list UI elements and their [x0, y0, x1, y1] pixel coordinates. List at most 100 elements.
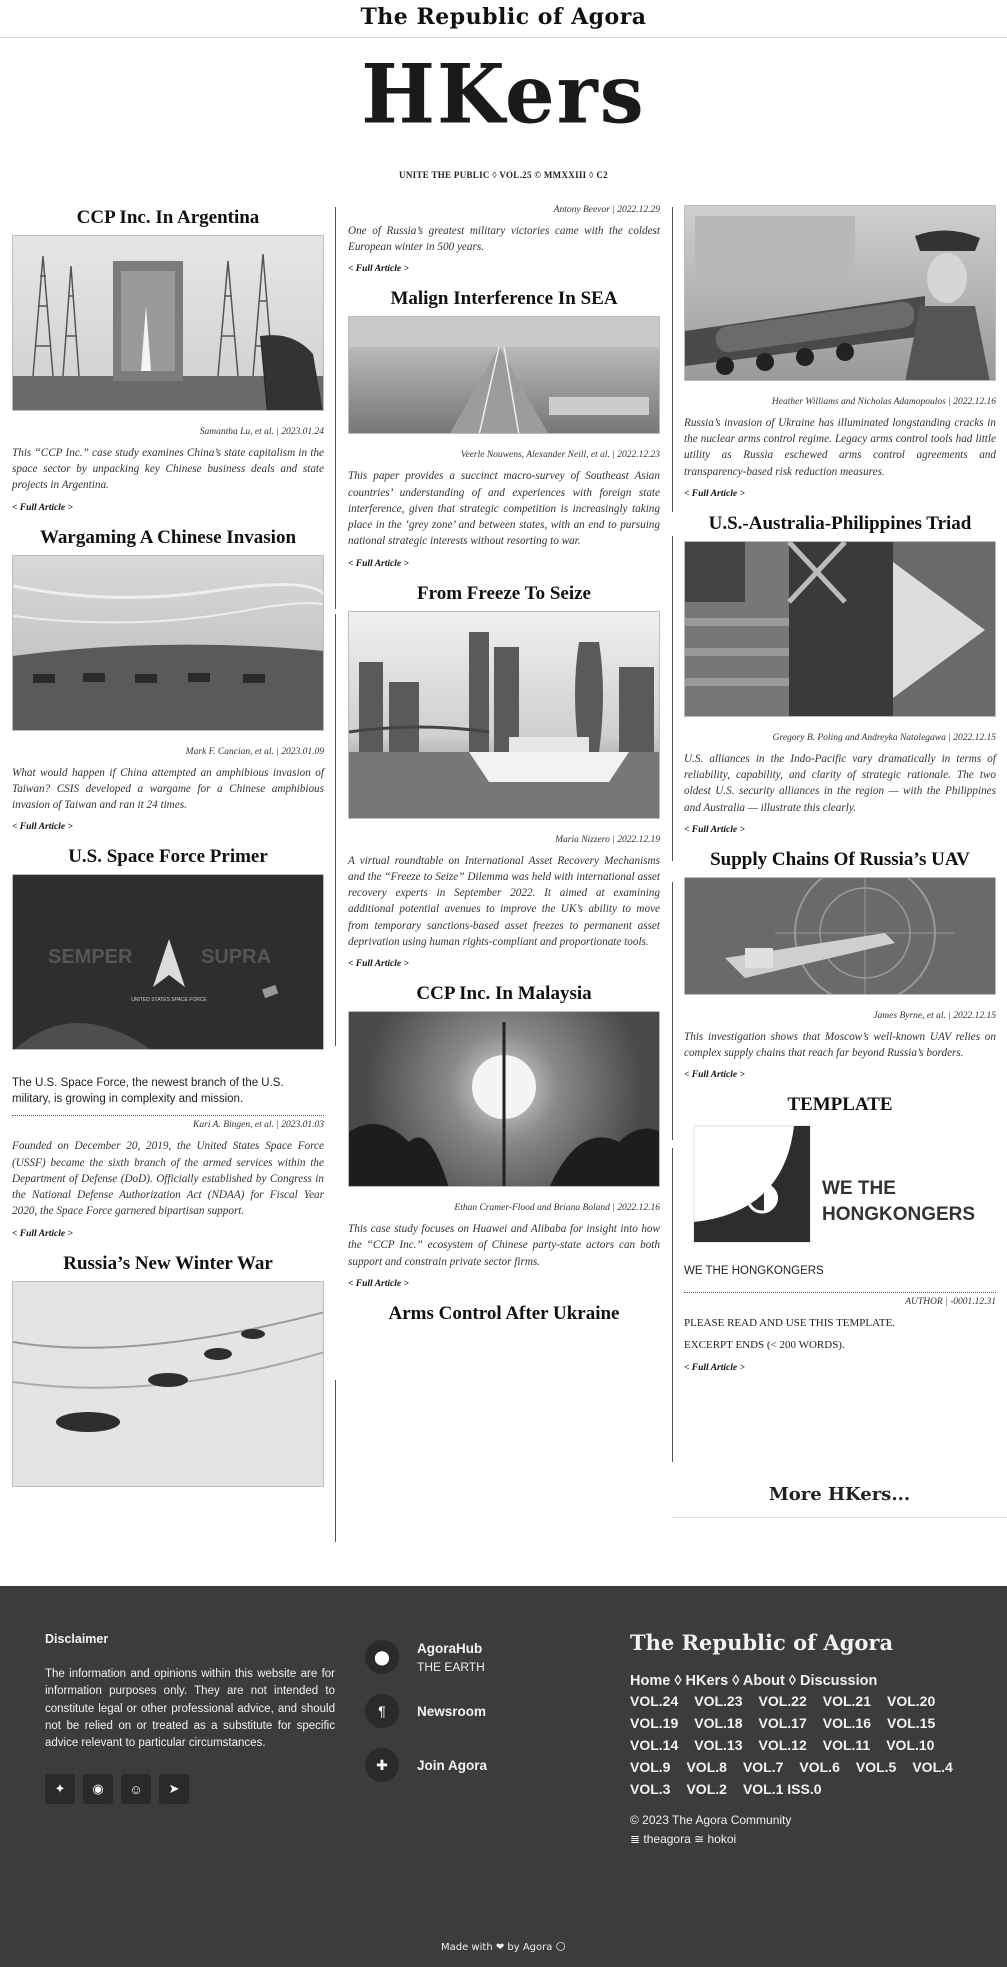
- telegram-icon[interactable]: ➤: [159, 1774, 189, 1805]
- article-byline: Heather Williams and Nicholas Adamopoulo…: [771, 397, 996, 407]
- article-card: Russia’s New Winter War: [12, 1253, 324, 1487]
- full-article-link[interactable]: < Full Article >: [12, 822, 73, 833]
- article-image[interactable]: [684, 205, 996, 381]
- top-bar: The Republic of Agora: [0, 0, 1007, 38]
- volume-link[interactable]: VOL.14: [630, 1737, 679, 1753]
- template-logo[interactable]: WE THE HONGKONGERS: [684, 1122, 996, 1246]
- article-image[interactable]: [684, 540, 996, 717]
- article-excerpt: Russia’s invasion of Ukraine has illumin…: [684, 417, 996, 478]
- article-excerpt: This “CCP Inc.” case study examines Chin…: [12, 447, 324, 492]
- volume-link[interactable]: VOL.18: [694, 1715, 743, 1731]
- column-rule: [672, 207, 673, 512]
- full-article-link[interactable]: < Full Article >: [348, 264, 409, 275]
- article-title[interactable]: Russia’s New Winter War: [63, 1252, 273, 1274]
- volume-link[interactable]: VOL.19: [630, 1715, 679, 1731]
- article-title[interactable]: U.S. Space Force Primer: [68, 846, 268, 868]
- article-title[interactable]: Wargaming A Chinese Invasion: [39, 526, 297, 548]
- agorahub-link[interactable]: ⬤ AgoraHub THE EARTH: [365, 1640, 605, 1674]
- article-image[interactable]: SEMPER SUPRA UNITED STATES SPACE FORCE: [12, 874, 324, 1051]
- full-article-link[interactable]: < Full Article >: [12, 502, 73, 513]
- volume-link[interactable]: VOL.4: [912, 1759, 953, 1775]
- article-image[interactable]: [348, 610, 660, 819]
- twitter-icon[interactable]: ✦: [45, 1774, 75, 1805]
- volume-link[interactable]: VOL.2: [686, 1781, 727, 1797]
- site-brand-link[interactable]: The Republic of Agora: [360, 4, 647, 30]
- volume-link[interactable]: VOL.13: [694, 1737, 743, 1753]
- volume-link[interactable]: VOL.23: [694, 1693, 743, 1709]
- article-byline: Veerle Nouwens, Alexander Neill, et al. …: [460, 450, 660, 461]
- full-article-link[interactable]: < Full Article >: [348, 959, 409, 970]
- template-logo-line2: HONGKONGERS: [822, 1204, 975, 1225]
- volume-link[interactable]: VOL.3: [630, 1781, 671, 1797]
- article-title[interactable]: CCP Inc. In Argentina: [76, 207, 260, 228]
- full-article-link[interactable]: < Full Article >: [348, 1278, 409, 1289]
- volume-link[interactable]: VOL.11: [822, 1737, 871, 1753]
- site-logo[interactable]: HKers: [361, 46, 646, 143]
- volume-link[interactable]: VOL.21: [822, 1693, 871, 1709]
- volume-link[interactable]: VOL.1 ISS.0: [742, 1781, 822, 1797]
- masthead: HKers UNITE THE PUBLIC ◊ VOL.25 © MMXXII…: [0, 46, 1007, 180]
- pilcrow-icon: ¶: [365, 1694, 399, 1728]
- article-image[interactable]: [12, 1280, 324, 1487]
- article-lead: The U.S. Space Force, the newest branch …: [12, 1077, 284, 1105]
- full-article-link[interactable]: < Full Article >: [348, 558, 409, 569]
- more-hkers-link[interactable]: More HKers...: [672, 1476, 1007, 1518]
- article-excerpt: A virtual roundtable on International As…: [348, 854, 660, 948]
- reddit-icon[interactable]: ☺: [121, 1774, 151, 1805]
- article-card: TEMPLATE WE THE HONGKONGERS WE THE HONGK…: [684, 1094, 996, 1373]
- join-agora-link[interactable]: ✚ Join Agora: [365, 1748, 605, 1782]
- footer-main-nav[interactable]: Home ◊ HKers ◊ About ◊ Discussion: [630, 1673, 878, 1689]
- footer-disclaimer: Disclaimer The information and opinions …: [45, 1632, 335, 1805]
- article-card: Supply Chains Of Russia’s UAV James Byrn…: [684, 849, 996, 1080]
- article-image[interactable]: [684, 876, 996, 995]
- article-title[interactable]: From Freeze To Seize: [417, 582, 591, 604]
- volume-link[interactable]: VOL.20: [887, 1693, 936, 1709]
- full-article-link[interactable]: < Full Article >: [684, 1362, 745, 1373]
- article-excerpt: Founded on December 20, 2019, the United…: [12, 1140, 324, 1218]
- article-title[interactable]: Malign Interference In SEA: [390, 288, 618, 310]
- volume-link[interactable]: VOL.15: [887, 1715, 936, 1731]
- full-article-link[interactable]: < Full Article >: [684, 1070, 745, 1081]
- full-article-link[interactable]: < Full Article >: [12, 1228, 73, 1239]
- volume-link[interactable]: VOL.8: [686, 1759, 727, 1775]
- puzzle-icon: ✚: [365, 1748, 399, 1782]
- article-image[interactable]: [12, 554, 324, 731]
- article-title[interactable]: CCP Inc. In Malaysia: [416, 983, 592, 1005]
- article-byline: Samantha Lu, et al. | 2023.01.24: [199, 427, 324, 437]
- volume-link[interactable]: VOL.5: [855, 1759, 897, 1775]
- volume-link[interactable]: VOL.12: [758, 1737, 807, 1753]
- article-title[interactable]: TEMPLATE: [787, 1094, 893, 1116]
- agorahub-title: AgoraHub: [417, 1640, 483, 1656]
- article-card: CCP Inc. In Malaysia Ethan Cramer-Flood …: [348, 983, 660, 1289]
- article-title[interactable]: U.S.-Australia-Philippines Triad: [708, 512, 972, 534]
- volume-link[interactable]: VOL.6: [799, 1759, 840, 1775]
- volume-link[interactable]: VOL.7: [742, 1759, 784, 1775]
- column-rule: [672, 536, 673, 861]
- volume-link[interactable]: VOL.22: [758, 1693, 807, 1709]
- article-title[interactable]: Arms Control After Ukraine: [388, 1302, 620, 1324]
- volume-link[interactable]: VOL.24: [630, 1693, 679, 1709]
- footer-links-text[interactable]: ≣ theagora ≅ hokoi: [630, 1832, 737, 1847]
- full-article-link[interactable]: < Full Article >: [684, 824, 745, 835]
- footer: Disclaimer The information and opinions …: [0, 1586, 1007, 1967]
- article-image[interactable]: [12, 235, 324, 411]
- footer-nav: The Republic of Agora Home ◊ HKers ◊ Abo…: [630, 1630, 960, 1849]
- volume-link[interactable]: VOL.17: [758, 1715, 807, 1731]
- article-image[interactable]: [348, 1011, 660, 1188]
- article-title[interactable]: Supply Chains Of Russia’s UAV: [710, 848, 970, 870]
- article-byline: Ethan Cramer-Flood and Briana Boland | 2…: [454, 1203, 660, 1214]
- article-image[interactable]: [348, 316, 660, 435]
- article-excerpt: U.S. alliances in the Indo-Pacific vary …: [684, 752, 996, 814]
- article-card: Heather Williams and Nicholas Adamopoulo…: [684, 205, 996, 499]
- footer-brand[interactable]: The Republic of Agora: [630, 1630, 894, 1655]
- join-agora-label: Join Agora: [417, 1757, 488, 1773]
- column-rule: [335, 614, 336, 1046]
- article-excerpt: What would happen if China attempted an …: [12, 766, 324, 812]
- article-card: U.S. Space Force Primer SEMPER SUPRA UNI…: [12, 846, 324, 1239]
- volume-link[interactable]: VOL.10: [886, 1737, 935, 1753]
- github-icon[interactable]: ◉: [83, 1774, 113, 1805]
- newsroom-link[interactable]: ¶ Newsroom: [365, 1694, 605, 1728]
- volume-link[interactable]: VOL.9: [630, 1759, 671, 1775]
- volume-link[interactable]: VOL.16: [822, 1715, 871, 1731]
- full-article-link[interactable]: < Full Article >: [684, 488, 745, 499]
